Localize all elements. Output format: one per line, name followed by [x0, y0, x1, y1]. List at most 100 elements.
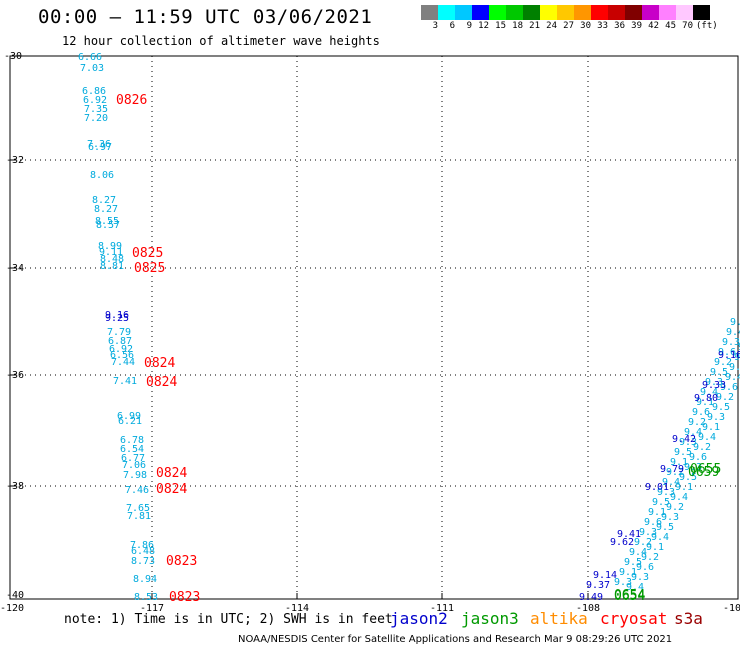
svg-text:9.2: 9.2: [716, 392, 734, 403]
svg-text:9.1: 9.1: [646, 542, 664, 553]
svg-text:9.5: 9.5: [738, 342, 740, 353]
swh-label: 7.81: [127, 511, 151, 522]
swh-label: 6.99: [117, 411, 141, 422]
swh-label: 6.77: [121, 453, 145, 464]
svg-text:9.5: 9.5: [710, 367, 728, 378]
swh-label: 9.16: [718, 350, 740, 361]
scale-swatch: [438, 5, 455, 20]
time-label: 0823: [166, 554, 197, 569]
scale-label: 6: [449, 21, 455, 31]
svg-text:9.6: 9.6: [720, 382, 738, 393]
time-label: 0823: [169, 590, 200, 605]
svg-text:9.4: 9.4: [725, 372, 740, 383]
swh-label: 8.81: [100, 261, 124, 272]
scale-label: 45: [665, 21, 676, 31]
swh-label: 9.62: [610, 537, 634, 548]
swh-label: 7.98: [123, 470, 147, 481]
scale-label: 9: [466, 21, 472, 31]
swh-label: 8.99: [98, 241, 122, 252]
ticks: [10, 159, 589, 599]
swh-label: 7.36: [87, 139, 111, 150]
svg-text:9.3: 9.3: [631, 572, 649, 583]
svg-text:9.5: 9.5: [652, 497, 670, 508]
swh-label: 8.53: [134, 592, 158, 603]
svg-text:9.3: 9.3: [722, 337, 740, 348]
svg-text:9.1: 9.1: [702, 422, 720, 433]
svg-text:9.6: 9.6: [636, 562, 654, 573]
scale-swatch: [574, 5, 591, 20]
scale-label: 33: [597, 21, 608, 31]
svg-text:9.3: 9.3: [684, 462, 702, 473]
scale-swatch: [676, 5, 693, 20]
svg-text:9.4: 9.4: [651, 532, 669, 543]
svg-text:9.5: 9.5: [712, 402, 730, 413]
svg-text:9.4: 9.4: [698, 432, 716, 443]
swh-label: 8.27: [94, 204, 118, 215]
svg-text:9.5: 9.5: [730, 317, 740, 328]
scale-swatch: [625, 5, 642, 20]
time-label: 0824: [156, 466, 187, 481]
lon-label: -108: [576, 603, 601, 614]
time-label: 0824: [146, 375, 177, 390]
scale-swatch: [591, 5, 608, 20]
svg-text:9.5: 9.5: [674, 447, 692, 458]
note-text: note: 1) Time is in UTC; 2) SWH is in fe…: [64, 612, 393, 627]
swh-label: 6.54: [120, 444, 144, 455]
swh-label: 9.49: [579, 592, 603, 603]
lat-label: -34: [6, 263, 25, 274]
swh-label: 8.27: [92, 195, 116, 206]
swh-label: 7.20: [84, 113, 108, 124]
svg-text:9.3: 9.3: [729, 362, 740, 373]
legend-jason2: jason2: [390, 609, 448, 628]
svg-text:9.1: 9.1: [670, 457, 688, 468]
scale-swatch: [540, 5, 557, 20]
scale-swatch: [659, 5, 676, 20]
svg-text:9.6: 9.6: [692, 407, 710, 418]
svg-text:9.6: 9.6: [718, 347, 736, 358]
svg-text:9.3: 9.3: [705, 377, 723, 388]
swh-label: 7.79: [107, 327, 131, 338]
swh-label: 9.25: [105, 313, 129, 324]
svg-text:9.5: 9.5: [624, 557, 642, 568]
scale-label: 42: [648, 21, 659, 31]
swh-label: 6.78: [120, 435, 144, 446]
svg-text:9.3: 9.3: [707, 412, 725, 423]
map-frame: [9, 55, 739, 600]
east-track-swh-labels: 9.16 9.33 9.80 9.42 9.79 9.01 9.419.62 9.149.37…: [579, 350, 740, 603]
time-label: 0654: [614, 589, 645, 604]
scale-swatch: [557, 5, 574, 20]
lat-label: -32: [6, 155, 25, 166]
lon-label: -117: [140, 603, 165, 614]
west-track-swh-labels: 6.667.036.866.927.357.207.366.978.068.27…: [78, 52, 158, 603]
scale-swatch: [693, 5, 710, 20]
svg-text:9.4: 9.4: [629, 547, 647, 558]
color-scale: [421, 5, 710, 20]
svg-text:9.1: 9.1: [675, 482, 693, 493]
east-track-texture: 9.59.49.3 9.69.29.5 9.39.49.1 9.69.29.4 …: [614, 317, 740, 593]
time-label: 0824: [144, 356, 175, 371]
scale-label: 36: [614, 21, 625, 31]
svg-text:9.1: 9.1: [734, 352, 740, 363]
swh-label: 6.92: [83, 95, 107, 106]
swh-label: 7.03: [80, 63, 104, 74]
svg-text:9.3: 9.3: [614, 577, 632, 588]
scale-label: 27: [563, 21, 574, 31]
swh-label: 9.42: [672, 434, 696, 445]
time-label: 0824: [156, 482, 187, 497]
swh-label: 7.44: [111, 357, 135, 368]
swh-label: 8.06: [90, 170, 114, 181]
swh-label: 9.16: [105, 310, 129, 321]
svg-text:9.3: 9.3: [639, 527, 657, 538]
svg-text:9.4: 9.4: [626, 582, 644, 593]
scale-unit: (ft): [696, 21, 718, 31]
swh-label: 7.35: [84, 104, 108, 115]
svg-text:9.2: 9.2: [688, 417, 706, 428]
swh-label: 8.94: [133, 574, 157, 585]
svg-text:9.2: 9.2: [634, 537, 652, 548]
swh-label: 9.11: [99, 247, 123, 258]
svg-text:9.4: 9.4: [726, 327, 740, 338]
lon-label: -10: [723, 603, 740, 614]
swh-label: 6.97: [88, 142, 112, 153]
